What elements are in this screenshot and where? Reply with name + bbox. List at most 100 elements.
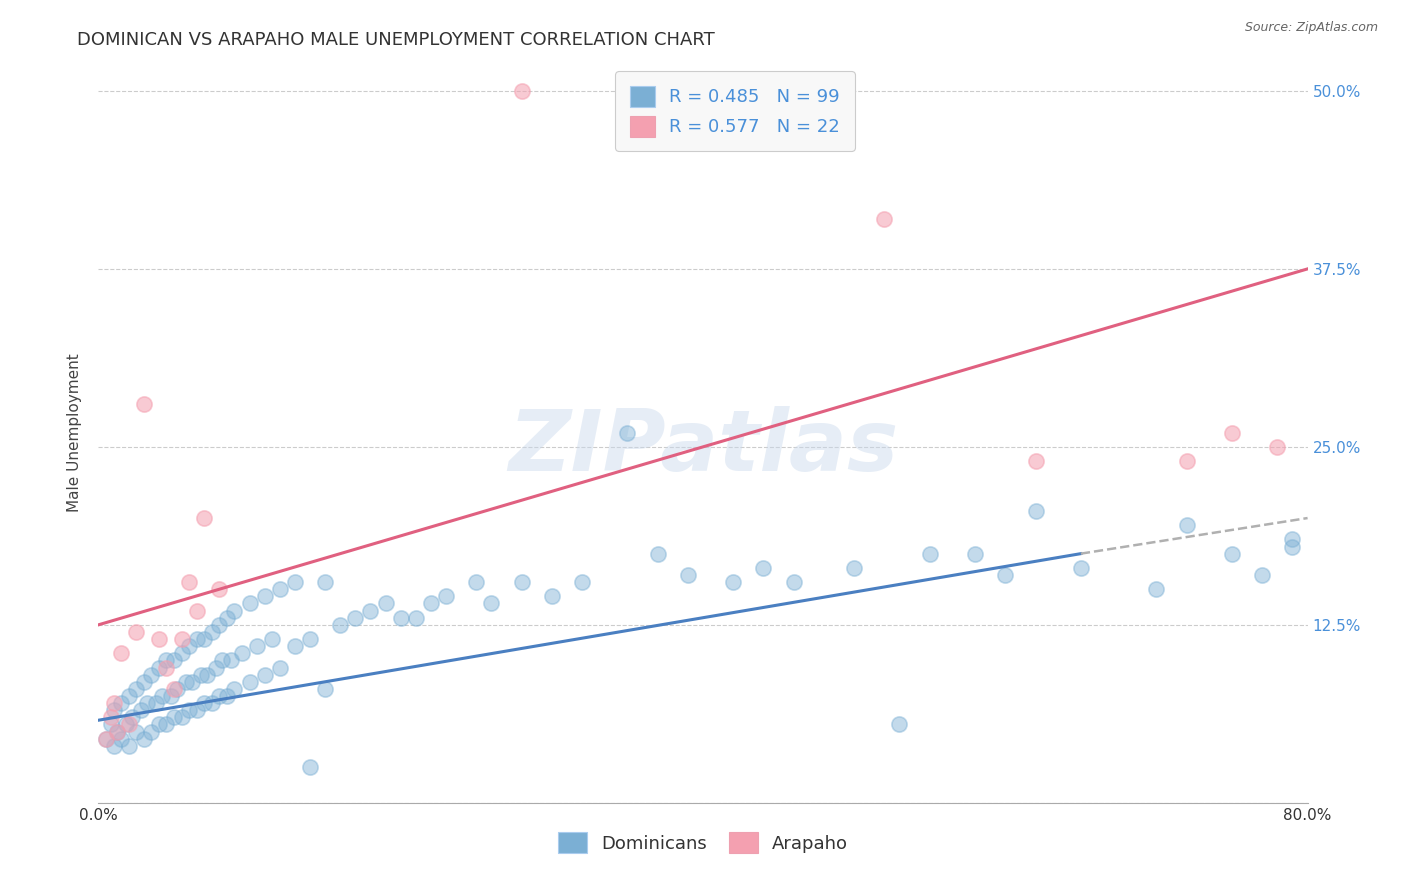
Point	[752, 561, 775, 575]
Point	[155, 660, 177, 674]
Point	[125, 624, 148, 639]
Point	[231, 646, 253, 660]
Point	[1220, 547, 1243, 561]
Point	[201, 696, 224, 710]
Point	[110, 646, 132, 660]
Y-axis label: Male Unemployment: Male Unemployment	[67, 353, 83, 512]
Point	[284, 639, 307, 653]
Point	[540, 590, 562, 604]
Point	[253, 590, 276, 604]
Point	[148, 632, 170, 646]
Point	[314, 575, 336, 590]
Point	[145, 696, 167, 710]
Point	[148, 660, 170, 674]
Point	[150, 689, 173, 703]
Point	[246, 639, 269, 653]
Point	[132, 674, 155, 689]
Point	[114, 717, 136, 731]
Point	[211, 653, 233, 667]
Point	[179, 575, 201, 590]
Point	[170, 710, 193, 724]
Point	[994, 568, 1017, 582]
Point	[344, 610, 367, 624]
Point	[329, 617, 352, 632]
Point	[1251, 568, 1274, 582]
Point	[647, 547, 669, 561]
Point	[510, 575, 533, 590]
Point	[420, 597, 443, 611]
Point	[135, 696, 157, 710]
Point	[224, 604, 246, 618]
Point	[215, 689, 238, 703]
Point	[1281, 540, 1303, 554]
Point	[208, 582, 231, 597]
Point	[160, 689, 183, 703]
Point	[253, 667, 276, 681]
Text: Source: ZipAtlas.com: Source: ZipAtlas.com	[1244, 21, 1378, 34]
Text: DOMINICAN VS ARAPAHO MALE UNEMPLOYMENT CORRELATION CHART: DOMINICAN VS ARAPAHO MALE UNEMPLOYMENT C…	[77, 31, 716, 49]
Point	[239, 674, 262, 689]
Point	[239, 597, 262, 611]
Point	[190, 667, 212, 681]
Point	[224, 681, 246, 696]
Point	[299, 632, 322, 646]
Point	[616, 425, 638, 440]
Point	[269, 582, 291, 597]
Point	[132, 397, 155, 411]
Point	[571, 575, 593, 590]
Point	[110, 696, 132, 710]
Point	[465, 575, 488, 590]
Point	[186, 632, 208, 646]
Point	[179, 703, 201, 717]
Point	[1024, 454, 1046, 468]
Point	[221, 653, 243, 667]
Point	[166, 681, 188, 696]
Point	[163, 653, 186, 667]
Point	[374, 597, 396, 611]
Point	[783, 575, 806, 590]
Point	[676, 568, 699, 582]
Point	[1144, 582, 1167, 597]
Point	[170, 632, 193, 646]
Point	[208, 617, 231, 632]
Point	[103, 703, 125, 717]
Point	[174, 674, 197, 689]
Point	[965, 547, 987, 561]
Point	[405, 610, 427, 624]
Point	[193, 696, 215, 710]
Point	[118, 739, 141, 753]
Point	[155, 653, 177, 667]
Point	[103, 739, 125, 753]
Point	[105, 724, 128, 739]
Point	[1281, 533, 1303, 547]
Point	[1175, 518, 1198, 533]
Point	[844, 561, 866, 575]
Point	[186, 604, 208, 618]
Point	[121, 710, 143, 724]
Text: ZIPatlas: ZIPatlas	[508, 406, 898, 489]
Point	[195, 667, 218, 681]
Point	[170, 646, 193, 660]
Point	[110, 731, 132, 746]
Point	[193, 511, 215, 525]
Point	[481, 597, 503, 611]
Point	[723, 575, 745, 590]
Point	[873, 212, 896, 227]
Point	[205, 660, 228, 674]
Point	[105, 724, 128, 739]
Point	[299, 760, 322, 774]
Point	[141, 667, 163, 681]
Point	[103, 696, 125, 710]
Point	[94, 731, 117, 746]
Point	[179, 639, 201, 653]
Point	[148, 717, 170, 731]
Point	[163, 710, 186, 724]
Point	[201, 624, 224, 639]
Point	[163, 681, 186, 696]
Point	[132, 731, 155, 746]
Point	[262, 632, 284, 646]
Point	[510, 84, 533, 98]
Point	[141, 724, 163, 739]
Point	[181, 674, 204, 689]
Point	[208, 689, 231, 703]
